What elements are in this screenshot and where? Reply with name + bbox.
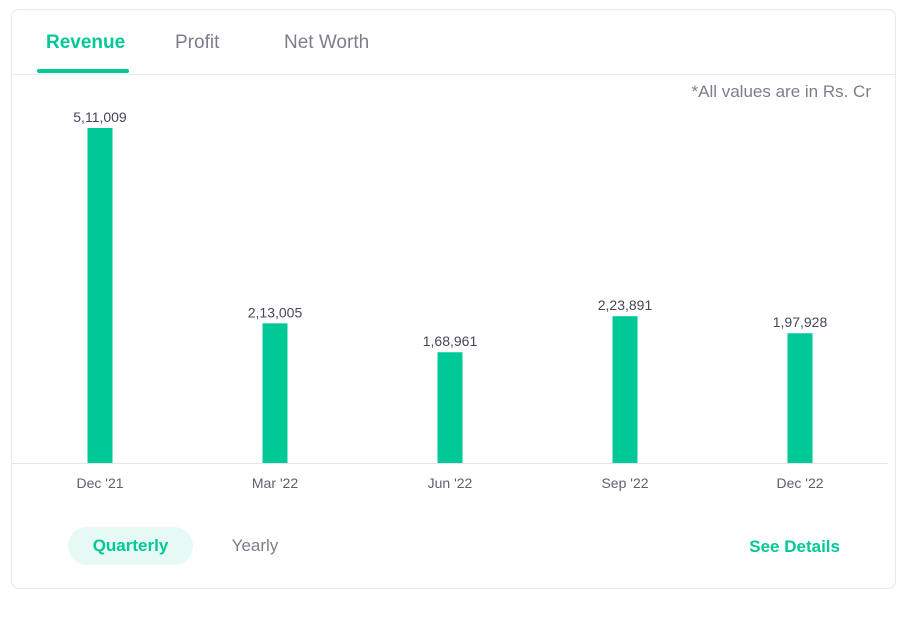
quarterly-toggle[interactable]: Quarterly bbox=[68, 527, 193, 565]
bar-4[interactable] bbox=[787, 333, 813, 463]
x-tick-label: Dec '22 bbox=[776, 475, 823, 491]
tab-profit[interactable]: Profit bbox=[175, 32, 220, 53]
bar-2[interactable] bbox=[437, 352, 463, 463]
bar-value-label: 1,68,961 bbox=[423, 333, 478, 349]
yearly-toggle[interactable]: Yearly bbox=[231, 536, 279, 555]
bar-0[interactable] bbox=[87, 128, 113, 463]
active-tab-indicator bbox=[37, 69, 129, 73]
revenue-bar-chart: 5,11,009 Dec '21 2,13,005 Mar '22 1,68,961 Ju… bbox=[12, 109, 888, 491]
bar-value-label: 1,97,928 bbox=[773, 314, 828, 330]
tab-revenue[interactable]: Revenue bbox=[46, 32, 126, 53]
bar-1[interactable] bbox=[262, 323, 288, 463]
bar-value-label: 2,13,005 bbox=[248, 304, 303, 320]
bar-3[interactable] bbox=[612, 316, 638, 463]
x-tick-label: Jun '22 bbox=[428, 475, 473, 491]
tab-bar: Revenue Profit Net Worth bbox=[12, 10, 895, 75]
revenue-card: Revenue Profit Net Worth *All values are… bbox=[11, 9, 896, 589]
x-tick-label: Dec '21 bbox=[76, 475, 123, 491]
units-note: *All values are in Rs. Cr bbox=[691, 82, 871, 101]
x-tick-label: Sep '22 bbox=[601, 475, 648, 491]
x-tick-label: Mar '22 bbox=[252, 475, 298, 491]
bar-value-label: 2,23,891 bbox=[598, 297, 653, 313]
tab-net-worth[interactable]: Net Worth bbox=[284, 32, 370, 53]
bar-value-label: 5,11,009 bbox=[73, 109, 127, 125]
see-details-link[interactable]: See Details bbox=[749, 537, 840, 556]
